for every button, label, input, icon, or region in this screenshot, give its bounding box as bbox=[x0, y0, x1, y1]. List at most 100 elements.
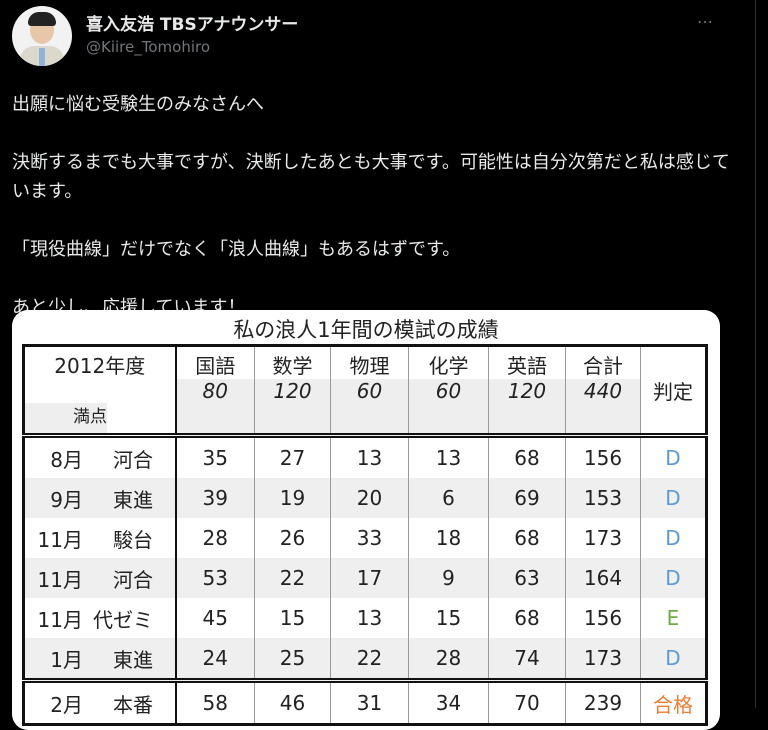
display-name[interactable]: 喜入友浩 TBSアナウンサー bbox=[86, 15, 299, 35]
score-cell: 22 bbox=[330, 638, 409, 681]
full-score: 60 bbox=[330, 379, 409, 436]
score-cell: 68 bbox=[488, 598, 566, 638]
exam-label: 11月 駿台 bbox=[24, 518, 176, 558]
exam-month: 11月 bbox=[37, 607, 83, 632]
score-cell: 156 bbox=[565, 433, 641, 478]
full-score: 120 bbox=[488, 379, 566, 436]
year-label: 2012年度 bbox=[54, 354, 146, 378]
score-cell: 34 bbox=[408, 678, 489, 725]
full-score: 60 bbox=[408, 379, 489, 436]
score-cell: 20 bbox=[330, 478, 409, 518]
exam-month: 8月 bbox=[50, 447, 83, 472]
score-cell: 18 bbox=[408, 518, 489, 558]
score-cell: 46 bbox=[254, 678, 331, 725]
score-cell: 173 bbox=[565, 518, 641, 558]
exam-month: 1月 bbox=[50, 647, 83, 672]
exam-label: 1月 東進 bbox=[23, 638, 176, 681]
more-options-icon[interactable]: … bbox=[697, 8, 714, 27]
score-cell: 74 bbox=[488, 638, 566, 681]
score-cell: 25 bbox=[254, 638, 331, 681]
score-cell: 28 bbox=[408, 638, 489, 681]
exam-month: 9月 bbox=[50, 487, 83, 512]
full-score-label-text: 満点 bbox=[25, 403, 107, 433]
score-cell: 9 bbox=[408, 558, 489, 598]
grade-cell: D bbox=[640, 433, 707, 478]
score-cell: 19 bbox=[254, 478, 331, 518]
score-cell: 68 bbox=[488, 433, 566, 478]
full-score: 440 bbox=[565, 379, 641, 436]
score-cell: 26 bbox=[254, 518, 331, 558]
column-divider bbox=[755, 0, 756, 708]
exam-provider: 東進 bbox=[113, 647, 153, 672]
exam-row: 8月 河合 35 27 13 13 68 156 D bbox=[23, 433, 707, 478]
attached-image[interactable]: 私の浪人1年間の模試の成績 2012年度 国語 数学 物理 化学 英語 合計 判定 満点 80 12… bbox=[12, 310, 720, 730]
score-cell: 15 bbox=[408, 598, 489, 638]
exam-provider: 河合 bbox=[113, 447, 153, 472]
exam-row: 11月 代ゼミ 45 15 13 15 68 156 E bbox=[24, 598, 707, 638]
subject-header: 数学 bbox=[254, 345, 331, 379]
score-cell: 45 bbox=[174, 598, 255, 638]
subject-header: 国語 bbox=[174, 345, 255, 379]
exam-row: 11月 駿台 28 26 33 18 68 173 D bbox=[24, 518, 707, 558]
image-title: 私の浪人1年間の模試の成績 bbox=[233, 318, 499, 342]
exam-provider: 河合 bbox=[113, 567, 153, 592]
exam-month: 11月 bbox=[37, 567, 83, 592]
grade-cell: D bbox=[640, 478, 707, 518]
score-cell: 70 bbox=[488, 678, 566, 725]
grade-cell: 合格 bbox=[640, 678, 707, 725]
full-score-row: 満点 80 120 60 60 120 440 bbox=[24, 379, 707, 436]
score-cell: 22 bbox=[254, 558, 331, 598]
score-cell: 17 bbox=[330, 558, 409, 598]
exam-provider: 東進 bbox=[113, 487, 153, 512]
score-cell: 35 bbox=[174, 433, 255, 478]
score-cell: 164 bbox=[565, 558, 641, 598]
score-cell: 15 bbox=[254, 598, 331, 638]
grade-cell: D bbox=[640, 518, 707, 558]
score-cell: 28 bbox=[174, 518, 255, 558]
subject-header: 化学 bbox=[408, 345, 489, 379]
tweet-paragraph: 決断するまでも大事ですが、決断したあとも大事です。可能性は自分次第だと私は感じて… bbox=[12, 152, 730, 202]
exam-provider: 本番 bbox=[113, 692, 153, 717]
full-score: 80 bbox=[174, 379, 255, 436]
exam-label: 11月 代ゼミ bbox=[24, 598, 176, 638]
subject-header: 物理 bbox=[330, 345, 409, 379]
user-handle[interactable]: @Kiire_Tomohiro bbox=[86, 38, 211, 56]
score-cell: 27 bbox=[254, 433, 331, 478]
exam-label: 8月 河合 bbox=[23, 433, 176, 478]
exam-label: 9月 東進 bbox=[23, 478, 176, 518]
score-cell: 39 bbox=[174, 478, 255, 518]
avatar-hair bbox=[28, 12, 56, 26]
exam-provider: 駿台 bbox=[113, 527, 153, 552]
exam-row: 1月 東進 24 25 22 28 74 173 D bbox=[23, 638, 707, 681]
score-cell: 173 bbox=[565, 638, 641, 681]
score-cell: 13 bbox=[408, 433, 489, 478]
exam-provider: 代ゼミ bbox=[93, 607, 153, 632]
full-score: 120 bbox=[254, 379, 331, 436]
score-cell: 13 bbox=[330, 598, 409, 638]
exam-label: 11月 河合 bbox=[23, 558, 176, 598]
score-cell: 13 bbox=[330, 433, 409, 478]
final-exam-row: 2月 本番 58 46 31 34 70 239 合格 bbox=[23, 678, 707, 725]
exam-label: 2月 本番 bbox=[23, 678, 176, 725]
subject-header: 合計 bbox=[565, 345, 641, 379]
tweet-paragraph: 「現役曲線」だけでなく「浪人曲線」もあるはずです。 bbox=[12, 239, 461, 260]
grade-cell: D bbox=[640, 638, 707, 681]
avatar-tie bbox=[39, 48, 45, 66]
score-cell: 58 bbox=[174, 678, 255, 725]
grade-cell: D bbox=[640, 558, 707, 598]
score-cell: 239 bbox=[565, 678, 641, 725]
score-cell: 53 bbox=[174, 558, 255, 598]
score-cell: 31 bbox=[330, 678, 409, 725]
grade-cell: E bbox=[640, 598, 707, 638]
score-cell: 33 bbox=[330, 518, 409, 558]
score-cell: 63 bbox=[488, 558, 566, 598]
full-score-label: 満点 bbox=[24, 379, 176, 436]
judgement-header: 判定 bbox=[640, 345, 707, 436]
exam-month: 2月 bbox=[50, 692, 83, 717]
score-cell: 153 bbox=[565, 478, 641, 518]
exam-row: 11月 河合 53 22 17 9 63 164 D bbox=[23, 558, 707, 598]
score-cell: 24 bbox=[174, 638, 255, 681]
avatar[interactable] bbox=[12, 6, 72, 66]
tweet-paragraph: 出願に悩む受験生のみなさんへ bbox=[12, 94, 264, 115]
score-cell: 156 bbox=[565, 598, 641, 638]
